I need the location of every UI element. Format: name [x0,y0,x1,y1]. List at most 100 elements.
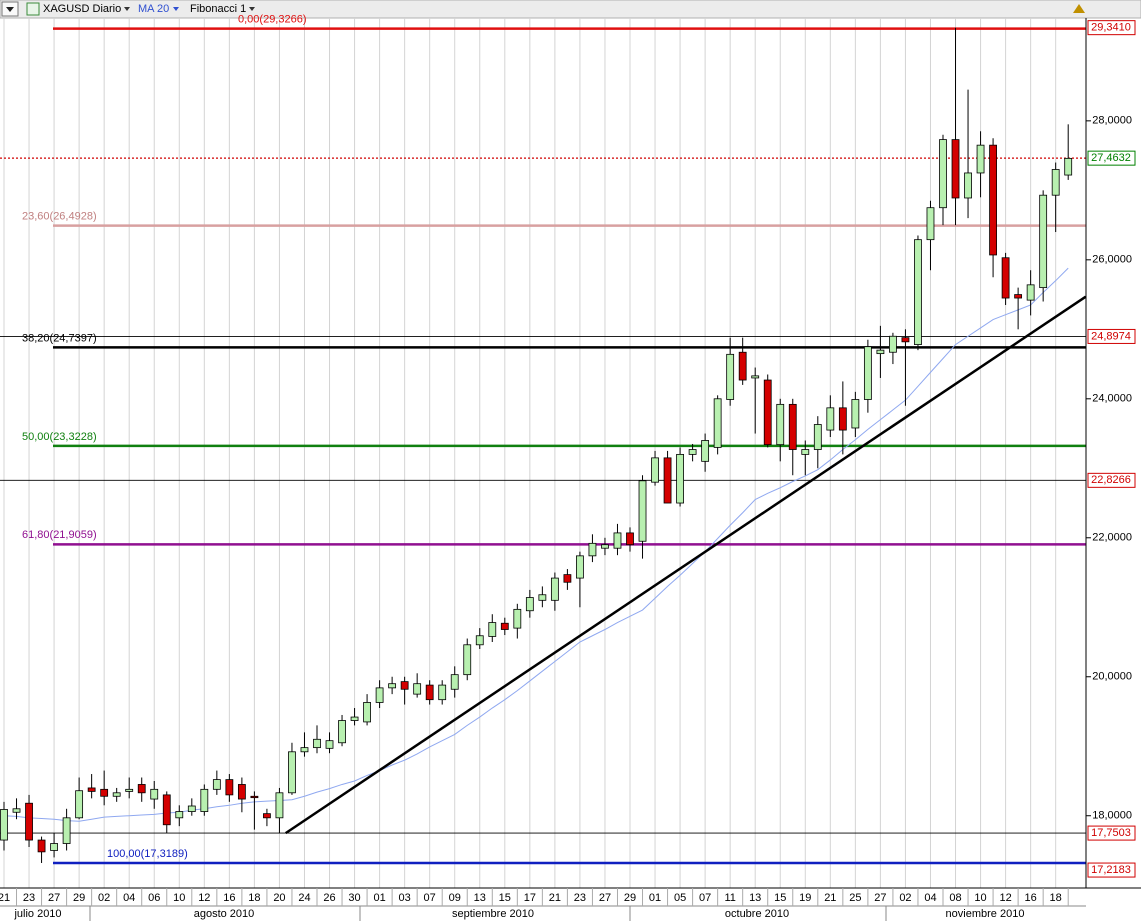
candle-body [738,351,747,381]
x-tick-label: 19 [799,892,811,904]
last-price-box [1087,150,1136,166]
price-box [1087,825,1136,841]
candle-body [388,683,397,689]
symbol-dropdown[interactable] [124,7,130,11]
indicator-dropdown[interactable] [173,7,179,11]
price-label: 17,7503 [1091,827,1131,839]
x-tick-label: 29 [624,892,636,904]
candle-body [200,788,209,812]
candle-body [726,353,735,400]
x-tick-label: 09 [449,892,461,904]
candle-body [37,839,46,853]
x-tick-label: 02 [899,892,911,904]
candle-body [375,687,384,703]
candle-body [450,674,459,690]
candle-body [288,751,296,794]
x-tick-label: 15 [499,892,511,904]
candle-body [425,684,434,701]
candle-body [613,532,622,549]
candle-body [100,788,109,797]
fib-label: 50,00(23,3228) [22,431,97,443]
candle-body [150,788,159,800]
x-tick-label: 03 [399,892,411,904]
candle-body [313,738,321,749]
x-tick-label: 01 [373,892,385,904]
x-tick-label: 21 [824,892,836,904]
price-box [1087,862,1136,878]
indicator[interactable]: MA 20 [138,3,169,15]
candle-body [1026,284,1035,301]
month-label: noviembre 2010 [946,908,1025,920]
candle-body [338,720,346,744]
month-label: septiembre 2010 [452,908,534,920]
candle-body [713,398,722,448]
candle-body [813,424,822,450]
x-tick-label: 04 [123,892,135,904]
y-tick-label: 24,0000 [1092,393,1132,405]
candle-body [638,480,647,542]
tool[interactable]: Fibonacci 1 [190,3,246,15]
candle-body [826,407,835,431]
x-tick-label: 13 [749,892,761,904]
candle-body [125,788,134,792]
x-tick-label: 18 [1050,892,1062,904]
x-tick-label: 07 [699,892,711,904]
candle-body [275,792,284,819]
candle-body [1001,257,1010,299]
candle-body [751,375,760,379]
month-label: agosto 2010 [194,908,255,920]
x-tick-label: 05 [674,892,686,904]
candle-body [876,349,885,355]
x-tick-label: 10 [173,892,185,904]
candle-body [1051,169,1060,196]
candle-body [0,809,8,841]
candle-body [626,532,634,546]
toolbar [0,0,1141,19]
x-tick-label: 11 [724,892,735,904]
candle-body [263,813,271,819]
candle-body [525,597,534,612]
candle-body [475,635,484,646]
fib-label: 61,80(21,9059) [22,529,97,541]
candle-body [801,449,810,455]
symbol[interactable]: XAGUSD Diario [43,3,121,15]
candle-body [513,608,522,629]
x-tick-label: 23 [23,892,35,904]
x-tick-label: 23 [574,892,586,904]
candle-body [914,239,922,345]
price-box [1087,472,1136,488]
price-box [1087,328,1136,344]
candle-body [363,702,371,723]
candle-body [500,622,509,630]
y-tick-label: 26,0000 [1092,254,1132,266]
x-tick-label: 16 [1025,892,1037,904]
tool-dropdown[interactable] [249,7,255,11]
fib-label: 0,00(29,3266) [238,14,307,26]
x-tick-label: 15 [774,892,786,904]
x-tick-label: 27 [599,892,611,904]
x-tick-label: 16 [223,892,235,904]
x-tick-label: 27 [48,892,60,904]
candle-body [25,802,33,841]
candle-body [663,457,672,504]
candle-body [989,144,997,256]
candle-body [162,794,171,826]
x-tick-label: 13 [474,892,486,904]
x-tick-label: 18 [248,892,260,904]
candle-body [225,779,234,796]
x-tick-label: 12 [999,892,1011,904]
candle-body [563,574,572,583]
settings-icon[interactable] [1073,4,1085,13]
x-tick-label: 24 [298,892,310,904]
x-tick-label: 02 [98,892,110,904]
candle-body [413,683,422,695]
fib-label: 23,60(26,4928) [22,210,97,222]
candle-body [300,747,309,753]
candle-body [576,555,584,579]
candle-body [538,594,547,601]
x-tick-label: 30 [348,892,360,904]
candle-body [788,403,797,450]
candle-body [12,808,21,813]
